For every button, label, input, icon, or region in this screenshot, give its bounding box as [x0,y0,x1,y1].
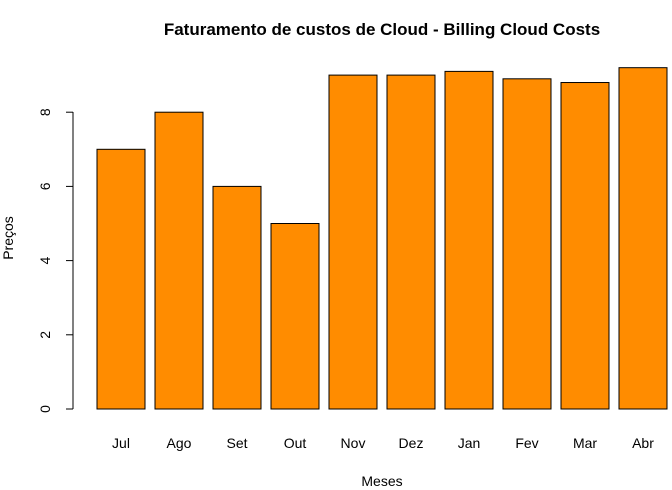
bar-jul [96,148,146,410]
y-tick-labels: 0 2 4 6 8 [37,108,73,413]
bar-jan [444,70,494,410]
bar-set [212,185,262,410]
x-tick-labels: Jul Ago Set Out Nov Dez Jan Fev Mar Abr [112,435,654,451]
bar-abr [618,67,668,410]
x-tick-label: Ago [167,435,192,451]
bar-out [270,223,320,410]
y-axis-label: Preços [0,216,16,260]
x-axis-label: Meses [361,473,402,489]
bar-mar [560,82,610,410]
x-tick-label: Set [226,435,247,451]
x-tick-label: Out [284,435,307,451]
x-tick-label: Dez [399,435,424,451]
x-tick-label: Fev [515,435,538,451]
x-tick-label: Abr [632,435,654,451]
bar-ago [154,111,204,410]
y-tick-label: 4 [37,256,53,264]
x-tick-label: Nov [341,435,366,451]
bar-dez [386,74,436,410]
y-tick-label: 2 [37,331,53,339]
y-tick-label: 8 [37,108,53,116]
bar-fev [502,78,552,410]
x-tick-label: Jul [112,435,130,451]
chart-title: Faturamento de custos de Cloud - Billing… [164,20,600,39]
bars-group [96,67,668,410]
bar-nov [328,74,378,410]
y-tick-label: 6 [37,182,53,190]
x-tick-label: Jan [458,435,481,451]
x-tick-label: Mar [573,435,597,451]
y-tick-label: 0 [37,405,53,413]
